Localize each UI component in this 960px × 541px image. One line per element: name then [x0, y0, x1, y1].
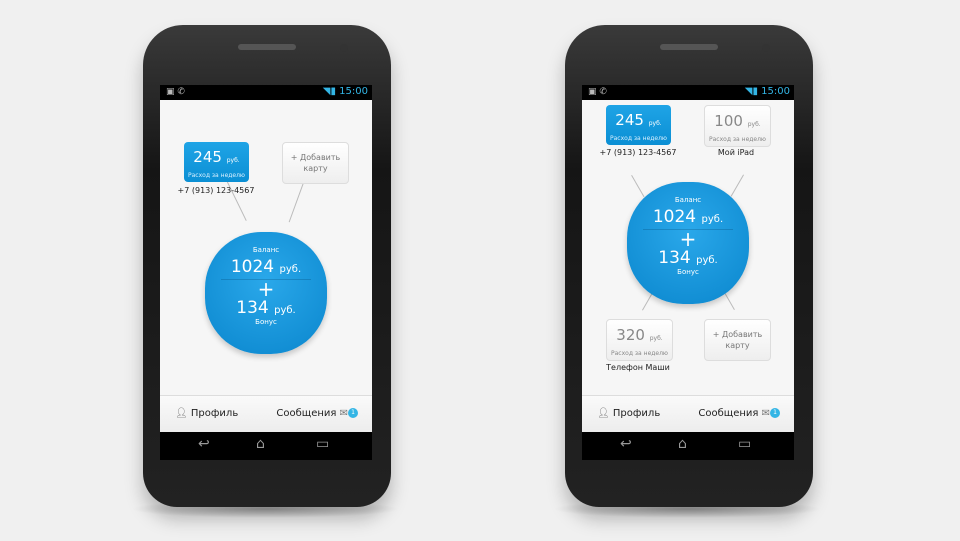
add-card-button[interactable]: + Добавить карту — [282, 142, 349, 184]
currency: руб. — [701, 214, 724, 225]
card-amount: 100 — [714, 112, 743, 130]
speaker — [238, 44, 296, 50]
home-icon[interactable]: ⌂ — [678, 436, 687, 452]
content: 245 руб. Расход за неделю +7 (913) 123-4… — [582, 100, 794, 395]
status-bar: ▣ ✆ ◥▮ 15:00 — [582, 85, 794, 100]
card-amount: 320 — [616, 326, 645, 344]
card-name: Мой iPad — [717, 148, 755, 157]
envelope-icon: ✉ — [339, 408, 348, 419]
balance-label: Баланс — [252, 246, 280, 254]
plus-sign: + — [643, 229, 733, 249]
back-icon[interactable]: ↩ — [620, 436, 632, 452]
currency: руб. — [648, 120, 662, 127]
recent-apps-icon[interactable]: ▭ — [738, 436, 752, 452]
currency: руб. — [696, 255, 718, 266]
camera — [340, 44, 348, 52]
card-phone[interactable]: 245 руб. Расход за неделю — [606, 105, 671, 145]
user-icon: 👤︎ — [597, 408, 610, 419]
currency: руб. — [279, 264, 302, 275]
screen: ▣ ✆ ◥▮ 15:00 245 руб. Расход за неделю +7… — [160, 85, 372, 460]
messages-button[interactable]: Сообщения ✉ 1 — [698, 408, 780, 419]
bottom-bar: 👤︎ Профиль Сообщения ✉ 1 — [160, 395, 372, 433]
content: 245 руб. Расход за неделю +7 (913) 123-4… — [160, 100, 372, 395]
card-name: Телефон Маши — [606, 363, 670, 372]
currency: руб. — [274, 305, 296, 316]
messages-badge: 1 — [770, 408, 780, 418]
card-name: +7 (913) 123-4567 — [599, 148, 677, 157]
screen: ▣ ✆ ◥▮ 15:00 245 руб. Расход за неделю +7… — [582, 85, 794, 460]
messages-label: Сообщения — [276, 408, 337, 419]
bonus-label: Бонус — [255, 318, 277, 326]
add-card-button[interactable]: + Добавить карту — [704, 319, 771, 361]
profile-button[interactable]: 👤︎ Профиль — [597, 408, 660, 419]
clock: 15:00 — [339, 86, 368, 97]
profile-button[interactable]: 👤︎ Профиль — [175, 408, 238, 419]
card-label: Расход за неделю — [611, 350, 668, 357]
currency: руб. — [649, 335, 663, 342]
home-icon[interactable]: ⌂ — [256, 436, 265, 452]
speaker — [660, 44, 718, 50]
notification-icons: ▣ ✆ — [166, 87, 185, 97]
profile-label: Профиль — [612, 408, 661, 419]
balance-blob[interactable]: Баланс 1024 руб. + 134 руб. Бонус — [205, 232, 327, 354]
card-amount: 245 — [193, 148, 222, 166]
card-label: Расход за неделю — [188, 172, 245, 179]
phone-left: ▣ ✆ ◥▮ 15:00 245 руб. Расход за неделю +7… — [143, 25, 391, 507]
connector — [642, 292, 653, 311]
messages-label: Сообщения — [698, 408, 759, 419]
messages-button[interactable]: Сообщения ✉ 1 — [276, 408, 358, 419]
add-card-label: + Добавить карту — [290, 153, 341, 173]
connector — [730, 174, 744, 197]
balance-label: Баланс — [674, 196, 702, 204]
profile-label: Профиль — [190, 408, 239, 419]
wifi-signal-battery-icon: ◥▮ — [744, 86, 762, 97]
balance-value: 1024 — [230, 257, 275, 277]
bonus-label: Бонус — [677, 268, 699, 276]
clock: 15:00 — [761, 86, 790, 97]
currency: руб. — [747, 121, 761, 128]
camera — [762, 44, 770, 52]
card-label: Расход за неделю — [610, 135, 667, 142]
bonus-value: 134 — [658, 248, 691, 268]
plus-sign: + — [221, 279, 311, 299]
phone-right: ▣ ✆ ◥▮ 15:00 245 руб. Расход за неделю +7… — [565, 25, 813, 507]
card-phone[interactable]: 245 руб. Расход за неделю — [184, 142, 249, 182]
connector — [724, 292, 735, 310]
recent-apps-icon[interactable]: ▭ — [316, 436, 330, 452]
card-ipad[interactable]: 100 руб. Расход за неделю — [704, 105, 771, 147]
balance-value: 1024 — [652, 207, 697, 227]
currency: руб. — [226, 157, 240, 164]
card-label: Расход за неделю — [709, 136, 766, 143]
envelope-icon: ✉ — [761, 408, 770, 419]
connector — [288, 179, 305, 223]
nav-bar: ↩ ⌂ ▭ — [160, 432, 372, 460]
nav-bar: ↩ ⌂ ▭ — [582, 432, 794, 460]
back-icon[interactable]: ↩ — [198, 436, 210, 452]
connector — [631, 175, 645, 198]
bottom-bar: 👤︎ Профиль Сообщения ✉ 1 — [582, 395, 794, 433]
notification-icons: ▣ ✆ — [588, 87, 607, 97]
card-name: +7 (913) 123-4567 — [177, 186, 255, 195]
messages-badge: 1 — [348, 408, 358, 418]
card-amount: 245 — [615, 111, 644, 129]
card-masha-phone[interactable]: 320 руб. Расход за неделю — [606, 319, 673, 361]
status-bar: ▣ ✆ ◥▮ 15:00 — [160, 85, 372, 100]
add-card-label: + Добавить карту — [712, 330, 763, 350]
bonus-value: 134 — [236, 298, 269, 318]
balance-blob[interactable]: Баланс 1024 руб. + 134 руб. Бонус — [627, 182, 749, 304]
wifi-signal-battery-icon: ◥▮ — [322, 86, 340, 97]
user-icon: 👤︎ — [175, 408, 188, 419]
